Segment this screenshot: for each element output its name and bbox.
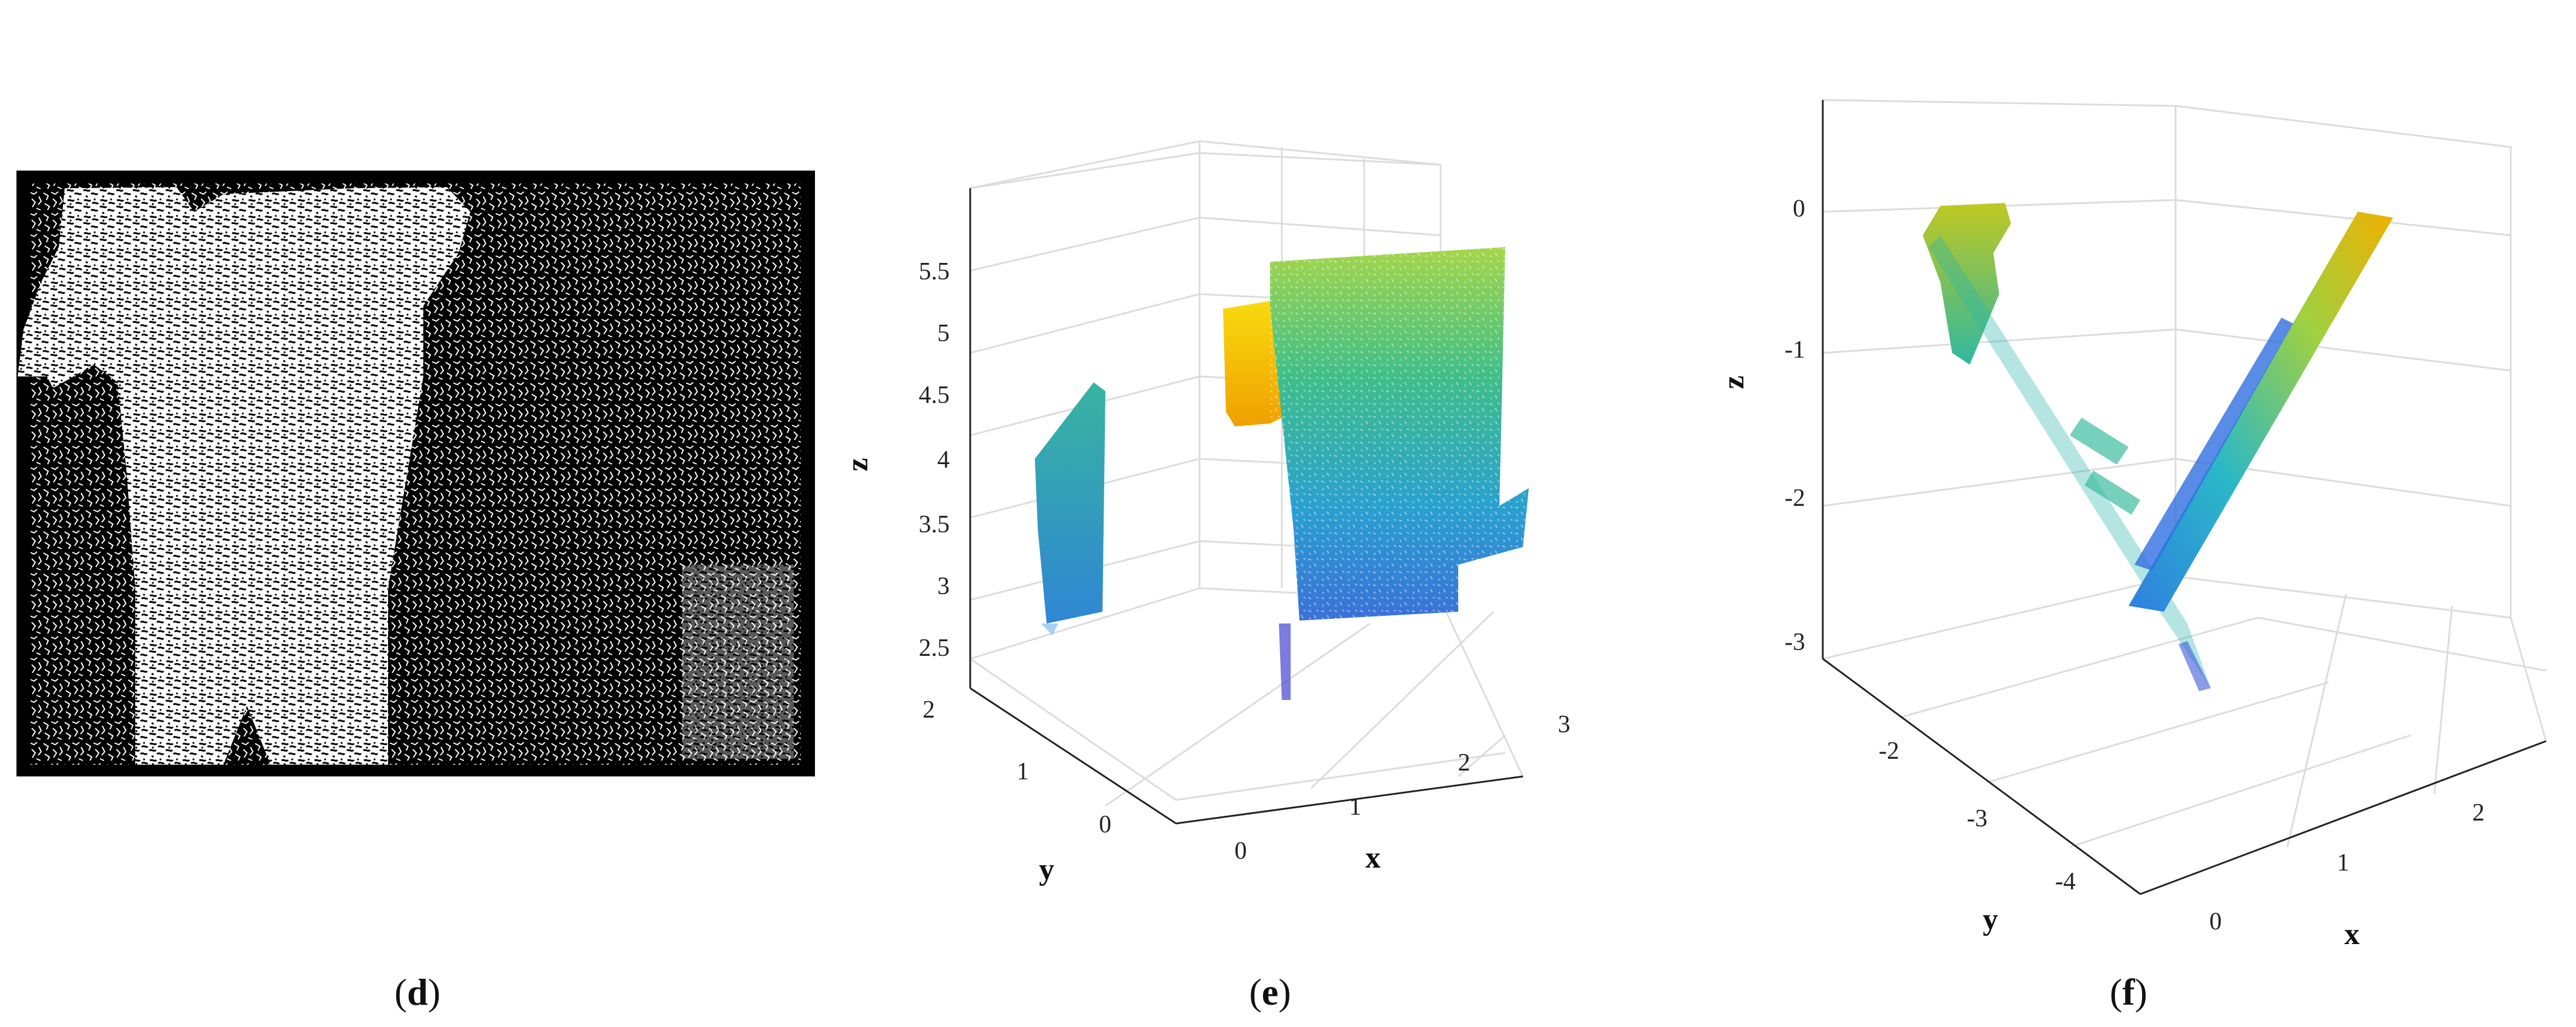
edge-image-right-panel bbox=[682, 565, 794, 759]
panel-e-y-label: y bbox=[1039, 853, 1054, 886]
tick-label: 0 bbox=[1793, 195, 1805, 222]
edge-image-silhouette bbox=[18, 187, 470, 765]
tick-label: -3 bbox=[1785, 629, 1805, 656]
tick-label: 0 bbox=[2210, 908, 2222, 935]
pointcloud-tail bbox=[2179, 641, 2211, 691]
panel-e-x-ticks: 0 1 2 3 bbox=[1235, 711, 1571, 865]
pointcloud-head-cluster bbox=[1923, 203, 2011, 365]
panel-e-x-label: x bbox=[1365, 841, 1381, 875]
panel-e-z-ticks: 5.5 5 4.5 4 3.5 3 2.5 bbox=[919, 258, 950, 662]
tick-label: 2.5 bbox=[919, 635, 950, 662]
tick-label: 3 bbox=[1558, 711, 1571, 738]
panel-f-x-ticks: 0 1 2 bbox=[2210, 799, 2485, 935]
caption-f: (f) bbox=[2110, 971, 2147, 1013]
panel-e-grid bbox=[969, 140, 1525, 825]
tick-label: 2 bbox=[923, 696, 935, 723]
tick-label: 5 bbox=[937, 320, 950, 347]
tick-label: -4 bbox=[2055, 868, 2076, 895]
tick-label: 0 bbox=[1235, 838, 1247, 865]
panel-e-y-axis bbox=[970, 687, 1177, 825]
panel-d-edge-image bbox=[16, 171, 815, 776]
panel-e-x-axis bbox=[1175, 775, 1523, 825]
pointcloud-left-tail bbox=[1041, 623, 1058, 635]
panel-f-y-label: y bbox=[1983, 903, 1998, 936]
tick-label: 2 bbox=[1458, 749, 1471, 776]
panel-f-x-axis bbox=[2140, 740, 2547, 895]
tick-label: 5.5 bbox=[919, 258, 950, 285]
tick-label: -3 bbox=[1967, 805, 1987, 832]
tick-label: 1 bbox=[1349, 793, 1362, 821]
pointcloud-beam-secondary bbox=[2134, 318, 2293, 571]
panel-f-points bbox=[1923, 203, 2393, 691]
tick-label: 1 bbox=[2337, 849, 2350, 876]
panel-f-z-label: z bbox=[1717, 375, 1750, 389]
pointcloud-side-bars bbox=[2070, 418, 2140, 515]
tick-label: 3.5 bbox=[919, 511, 950, 538]
panel-f-z-ticks: 0 -1 -2 -3 bbox=[1785, 195, 1805, 656]
panel-e-y-ticks: 2 1 0 bbox=[923, 696, 1111, 838]
tick-label: 0 bbox=[1099, 811, 1111, 838]
panel-f-x-label: x bbox=[2344, 918, 2360, 951]
pointcloud-scatter-wedge bbox=[1929, 235, 2211, 688]
panel-e-points bbox=[1035, 247, 1529, 700]
pointcloud-left-panel bbox=[1035, 382, 1105, 623]
tick-label: 1 bbox=[1017, 758, 1029, 785]
tick-label: 3 bbox=[937, 573, 950, 600]
panel-e-pointcloud-plot: 5.5 5 4.5 4 3.5 3 2.5 z 2 1 0 y 0 1 2 3 … bbox=[841, 140, 1571, 886]
panel-f-y-ticks: -2 -3 -4 bbox=[1879, 738, 2076, 895]
tick-label: 4 bbox=[937, 446, 950, 474]
panel-f-y-axis bbox=[1822, 658, 2141, 895]
tick-label: -2 bbox=[1879, 738, 1899, 765]
caption-e: (e) bbox=[1249, 971, 1291, 1013]
tick-label: -1 bbox=[1785, 336, 1805, 364]
tick-label: 2 bbox=[2473, 799, 2485, 826]
tick-label: -2 bbox=[1785, 485, 1805, 512]
tick-label: 4.5 bbox=[919, 382, 950, 409]
pointcloud-bottom-trace bbox=[1279, 623, 1291, 700]
caption-d: (d) bbox=[395, 971, 440, 1013]
panel-e-z-label: z bbox=[841, 458, 874, 471]
panel-f-pointcloud-plot: 0 -1 -2 -3 z -2 -3 -4 y 0 1 2 x bbox=[1717, 99, 2547, 951]
pointcloud-beam bbox=[2129, 212, 2393, 612]
pointcloud-texture bbox=[1270, 247, 1529, 623]
